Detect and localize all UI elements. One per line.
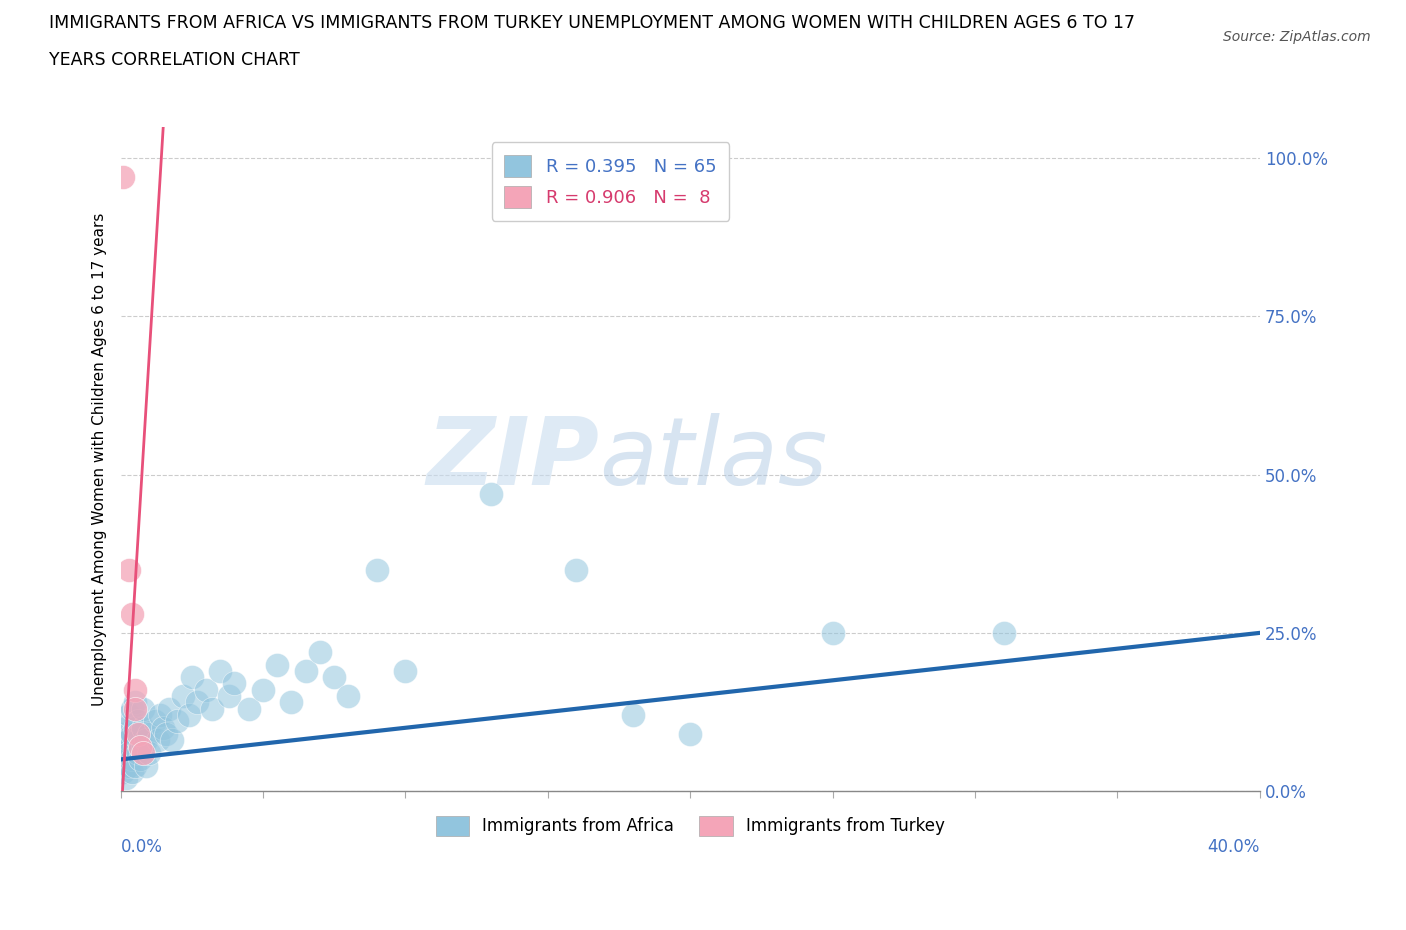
Point <box>155 726 177 741</box>
Point <box>138 726 160 741</box>
Point <box>143 714 166 729</box>
Point <box>121 606 143 621</box>
Point <box>266 658 288 672</box>
Point <box>201 701 224 716</box>
Point <box>124 721 146 736</box>
Point <box>115 752 138 767</box>
Point <box>118 562 141 577</box>
Point <box>132 746 155 761</box>
Point <box>337 689 360 704</box>
Point <box>115 771 138 786</box>
Point <box>394 663 416 678</box>
Point <box>194 683 217 698</box>
Point <box>180 670 202 684</box>
Point <box>127 746 149 761</box>
Point <box>115 721 138 736</box>
Point <box>565 562 588 577</box>
Point <box>124 683 146 698</box>
Point <box>177 708 200 723</box>
Point <box>129 739 152 754</box>
Point <box>132 739 155 754</box>
Point <box>132 701 155 716</box>
Text: atlas: atlas <box>599 413 827 504</box>
Point <box>186 695 208 710</box>
Text: 0.0%: 0.0% <box>121 838 163 856</box>
Point <box>121 764 143 779</box>
Point <box>129 752 152 767</box>
Point <box>127 714 149 729</box>
Point <box>152 721 174 736</box>
Point <box>621 708 644 723</box>
Point <box>135 758 157 773</box>
Point <box>238 701 260 716</box>
Point <box>112 170 135 185</box>
Point <box>118 708 141 723</box>
Text: IMMIGRANTS FROM AFRICA VS IMMIGRANTS FROM TURKEY UNEMPLOYMENT AMONG WOMEN WITH C: IMMIGRANTS FROM AFRICA VS IMMIGRANTS FRO… <box>49 14 1135 32</box>
Point <box>157 701 180 716</box>
Point <box>124 701 146 716</box>
Point <box>679 726 702 741</box>
Point <box>366 562 388 577</box>
Point <box>138 746 160 761</box>
Point <box>252 683 274 698</box>
Point <box>280 695 302 710</box>
Point <box>294 663 316 678</box>
Point <box>112 764 135 779</box>
Point <box>112 758 135 773</box>
Point <box>166 714 188 729</box>
Point <box>112 746 135 761</box>
Text: 40.0%: 40.0% <box>1208 838 1260 856</box>
Point <box>479 486 502 501</box>
Point <box>121 726 143 741</box>
Point <box>118 733 141 748</box>
Point <box>121 752 143 767</box>
Point <box>112 726 135 741</box>
Point <box>149 708 172 723</box>
Point <box>218 689 240 704</box>
Point <box>160 733 183 748</box>
Point <box>127 733 149 748</box>
Point <box>309 644 332 659</box>
Text: ZIP: ZIP <box>426 413 599 505</box>
Y-axis label: Unemployment Among Women with Children Ages 6 to 17 years: Unemployment Among Women with Children A… <box>93 212 107 706</box>
Point <box>135 733 157 748</box>
Point <box>121 701 143 716</box>
Point <box>132 721 155 736</box>
Point <box>129 726 152 741</box>
Text: YEARS CORRELATION CHART: YEARS CORRELATION CHART <box>49 51 299 69</box>
Point <box>146 733 169 748</box>
Legend: Immigrants from Africa, Immigrants from Turkey: Immigrants from Africa, Immigrants from … <box>429 809 952 843</box>
Point <box>323 670 346 684</box>
Point <box>209 663 232 678</box>
Point <box>124 739 146 754</box>
Point <box>172 689 194 704</box>
Point <box>993 626 1015 641</box>
Point <box>224 676 246 691</box>
Point <box>115 739 138 754</box>
Point <box>118 746 141 761</box>
Point <box>124 695 146 710</box>
Point <box>821 626 844 641</box>
Text: Source: ZipAtlas.com: Source: ZipAtlas.com <box>1223 30 1371 44</box>
Point <box>124 758 146 773</box>
Point <box>127 726 149 741</box>
Point <box>118 758 141 773</box>
